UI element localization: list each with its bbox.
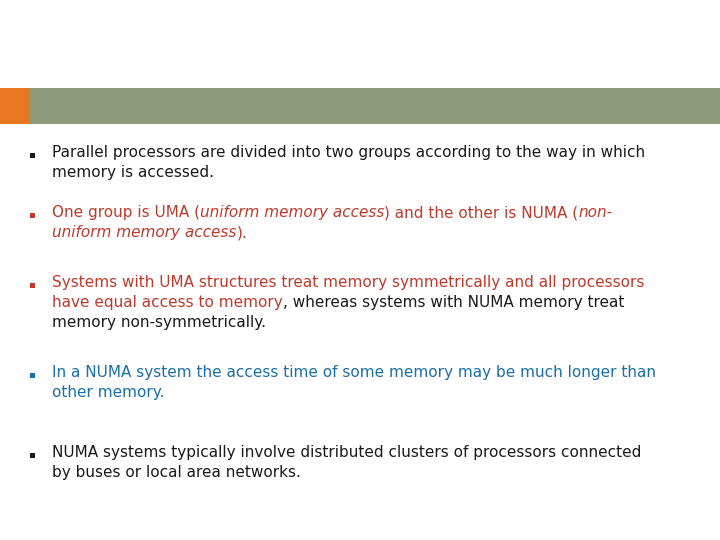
Text: memory non-symmetrically.: memory non-symmetrically. [52, 315, 266, 330]
Bar [0, 88, 30, 124]
Text: uniform memory access: uniform memory access [200, 205, 384, 220]
Bar [30, 282, 35, 287]
Text: non-: non- [578, 205, 613, 220]
Text: have equal access to memory: have equal access to memory [52, 295, 283, 310]
Bar [30, 453, 35, 457]
Bar [30, 152, 35, 158]
Text: uniform memory access: uniform memory access [52, 225, 236, 240]
Text: ) and the other is NUMA (: ) and the other is NUMA ( [384, 205, 578, 220]
Text: In a NUMA system the access time of some memory may be much longer than: In a NUMA system the access time of some… [52, 365, 656, 380]
Text: NUMA systems typically involve distributed clusters of processors connected: NUMA systems typically involve distribut… [52, 445, 642, 460]
Text: by buses or local area networks.: by buses or local area networks. [52, 465, 301, 480]
Bar [30, 373, 35, 377]
Text: , whereas systems with NUMA memory treat: , whereas systems with NUMA memory treat [283, 295, 624, 310]
Text: One group is UMA (: One group is UMA ( [52, 205, 200, 220]
Text: ).: ). [236, 225, 247, 240]
Text: Parallel processors are divided into two groups according to the way in which: Parallel processors are divided into two… [52, 145, 645, 160]
Text: Systems with UMA structures treat memory symmetrically and all processors: Systems with UMA structures treat memory… [52, 275, 644, 290]
Bar [0, 88, 720, 124]
Text: other memory.: other memory. [52, 385, 164, 400]
Bar [30, 213, 35, 218]
Text: memory is accessed.: memory is accessed. [52, 165, 214, 180]
